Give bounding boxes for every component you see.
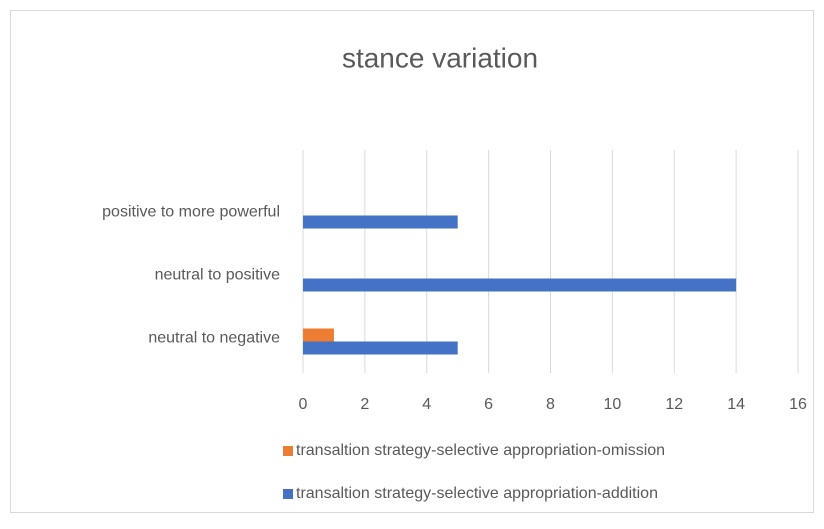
legend-label: transaltion strategy-selective appropria… xyxy=(296,485,658,502)
legend-label: transaltion strategy-selective appropria… xyxy=(296,442,665,459)
y-tick-label: positive to more powerful xyxy=(102,204,280,221)
bar xyxy=(303,278,737,292)
bar xyxy=(303,215,458,229)
bar xyxy=(303,328,334,342)
x-tick-label: 14 xyxy=(727,396,745,413)
chart-border xyxy=(10,10,814,513)
x-tick-label: 0 xyxy=(299,396,308,413)
bar xyxy=(303,341,458,355)
x-tick-label: 6 xyxy=(484,396,493,413)
x-tick-label: 8 xyxy=(546,396,555,413)
y-tick-label: neutral to negative xyxy=(148,330,280,347)
y-tick-label: neutral to positive xyxy=(155,267,281,284)
x-tick-label: 16 xyxy=(789,396,807,413)
x-tick-label: 4 xyxy=(422,396,431,413)
legend-swatch xyxy=(283,446,293,456)
x-tick-label: 2 xyxy=(360,396,369,413)
legend-swatch xyxy=(283,489,293,499)
x-tick-label: 12 xyxy=(665,396,683,413)
chart-title: stance variation xyxy=(342,42,538,73)
x-tick-label: 10 xyxy=(603,396,621,413)
